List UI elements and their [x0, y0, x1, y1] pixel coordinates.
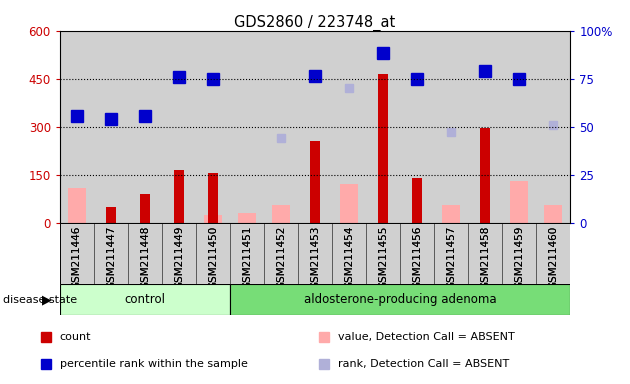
Text: GSM211449: GSM211449	[174, 226, 184, 289]
Bar	[238, 213, 256, 223]
Title: GDS2860 / 223748_at: GDS2860 / 223748_at	[234, 15, 396, 31]
Text: GSM211456: GSM211456	[412, 226, 422, 289]
Text: GSM211453: GSM211453	[310, 226, 320, 289]
Text: GSM211452: GSM211452	[276, 226, 286, 289]
Text: disease state: disease state	[3, 295, 77, 305]
Bar	[230, 284, 570, 315]
Text: GSM211460: GSM211460	[548, 226, 558, 289]
Text: percentile rank within the sample: percentile rank within the sample	[60, 359, 248, 369]
Bar	[140, 194, 150, 223]
Bar	[310, 141, 320, 223]
Text: GSM211455: GSM211455	[378, 226, 388, 289]
Bar	[378, 74, 388, 223]
Text: GSM211460: GSM211460	[548, 226, 558, 289]
Bar	[510, 181, 529, 223]
Text: GSM211446: GSM211446	[72, 226, 82, 289]
Text: GSM211454: GSM211454	[344, 226, 354, 289]
Text: GSM211449: GSM211449	[174, 226, 184, 289]
Text: GSM211458: GSM211458	[480, 226, 490, 289]
Text: GSM211457: GSM211457	[446, 226, 456, 289]
Text: GSM211459: GSM211459	[514, 226, 524, 289]
Text: GSM211450: GSM211450	[208, 226, 218, 289]
Bar	[480, 128, 490, 223]
Text: GSM211450: GSM211450	[208, 226, 218, 289]
Text: GSM211448: GSM211448	[140, 226, 150, 289]
Bar	[208, 173, 218, 223]
Text: GSM211453: GSM211453	[310, 226, 320, 289]
Bar	[60, 284, 230, 315]
Text: rank, Detection Call = ABSENT: rank, Detection Call = ABSENT	[338, 359, 509, 369]
Bar	[67, 187, 86, 223]
Bar	[442, 205, 461, 223]
Text: value, Detection Call = ABSENT: value, Detection Call = ABSENT	[338, 332, 515, 342]
Text: GSM211459: GSM211459	[514, 226, 524, 289]
Text: GSM211454: GSM211454	[344, 226, 354, 289]
Text: ▶: ▶	[42, 293, 52, 306]
Text: aldosterone-producing adenoma: aldosterone-producing adenoma	[304, 293, 496, 306]
Text: GSM211446: GSM211446	[72, 226, 82, 289]
Text: GSM211452: GSM211452	[276, 226, 286, 289]
Text: GSM211447: GSM211447	[106, 226, 116, 289]
Text: GSM211458: GSM211458	[480, 226, 490, 289]
Text: control: control	[124, 293, 166, 306]
Text: GSM211451: GSM211451	[242, 226, 252, 289]
Text: count: count	[60, 332, 91, 342]
Bar	[174, 170, 184, 223]
Text: GSM211448: GSM211448	[140, 226, 150, 289]
Text: GSM211456: GSM211456	[412, 226, 422, 289]
Bar	[106, 207, 116, 223]
Bar	[544, 205, 563, 223]
Text: GSM211457: GSM211457	[446, 226, 456, 289]
Text: GSM211455: GSM211455	[378, 226, 388, 289]
Bar	[203, 215, 222, 223]
Text: GSM211451: GSM211451	[242, 226, 252, 289]
Bar	[340, 184, 358, 223]
Bar	[272, 205, 290, 223]
Text: GSM211447: GSM211447	[106, 226, 116, 289]
Bar	[412, 178, 422, 223]
